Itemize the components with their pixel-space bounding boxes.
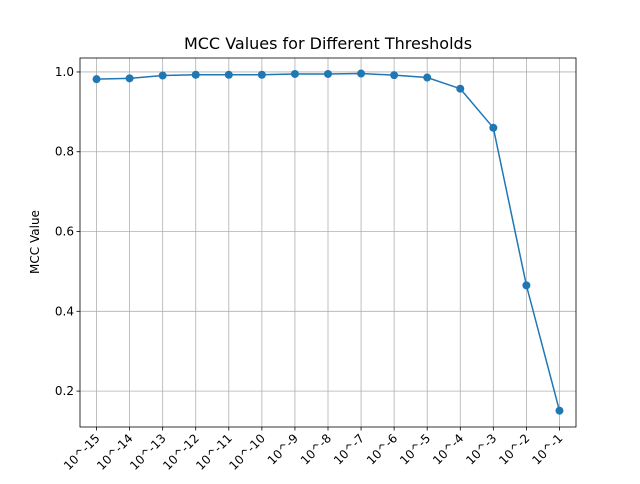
x-tick-label: 10^-7 [331, 431, 367, 467]
x-tick-label: 10^-2 [496, 431, 532, 467]
y-tick-label: 0.4 [55, 304, 74, 318]
x-tick-label: 10^-4 [430, 431, 466, 467]
x-tick-label: 10^-3 [463, 431, 499, 467]
data-point [158, 71, 167, 80]
data-point [489, 123, 498, 132]
data-point [522, 281, 531, 290]
x-tick-label: 10^-5 [397, 431, 433, 467]
x-tick-label: 10^-8 [298, 431, 334, 467]
data-point [191, 70, 200, 79]
series-line-group [92, 69, 564, 415]
data-point [390, 71, 399, 80]
data-point [290, 69, 299, 78]
chart-title: MCC Values for Different Thresholds [184, 34, 472, 53]
data-point [357, 69, 366, 78]
x-tick-label: 10^-10 [226, 431, 268, 473]
data-point [324, 69, 332, 78]
y-tick-label: 1.0 [55, 65, 74, 79]
grid-lines [80, 58, 576, 427]
data-point [257, 70, 266, 79]
y-tick-label: 0.6 [55, 225, 74, 239]
x-tick-label: 10^-1 [529, 431, 565, 467]
data-point [555, 406, 564, 415]
data-point [456, 84, 465, 93]
x-tick-label: 10^-9 [265, 431, 301, 467]
data-point [92, 75, 101, 84]
y-axis-label: MCC Value [28, 210, 42, 274]
x-tick-label: 10^-6 [364, 431, 400, 467]
data-point [125, 74, 134, 83]
data-point [224, 70, 233, 79]
plot-frame [79, 57, 577, 428]
data-point [423, 73, 432, 82]
y-tick-label: 0.2 [55, 384, 74, 398]
y-tick-label: 0.8 [55, 145, 74, 159]
axes: 10^-1510^-1410^-1310^-1210^-1110^-1010^-… [55, 57, 577, 473]
